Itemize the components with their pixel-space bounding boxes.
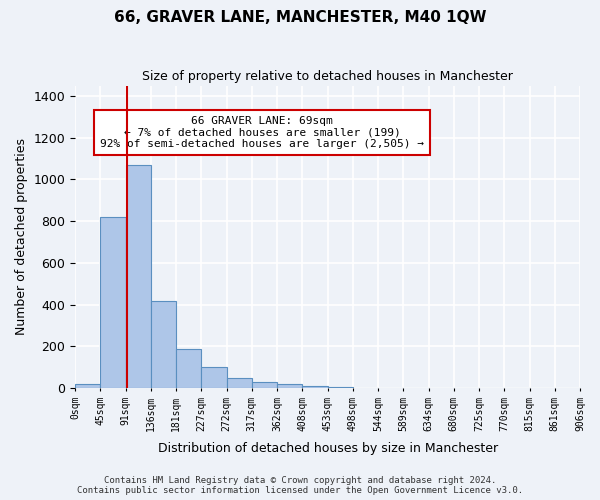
- Bar: [125, 165, 151, 388]
- Bar: [252, 382, 277, 388]
- Bar: [302, 386, 328, 388]
- Text: 66, GRAVER LANE, MANCHESTER, M40 1QW: 66, GRAVER LANE, MANCHESTER, M40 1QW: [114, 10, 486, 25]
- Bar: [227, 378, 252, 388]
- Y-axis label: Number of detached properties: Number of detached properties: [15, 138, 28, 336]
- Bar: [100, 217, 125, 388]
- Text: Contains HM Land Registry data © Crown copyright and database right 2024.
Contai: Contains HM Land Registry data © Crown c…: [77, 476, 523, 495]
- Bar: [277, 384, 302, 388]
- Bar: [176, 350, 202, 388]
- Bar: [328, 387, 353, 388]
- X-axis label: Distribution of detached houses by size in Manchester: Distribution of detached houses by size …: [158, 442, 497, 455]
- Bar: [75, 384, 100, 388]
- Bar: [202, 367, 227, 388]
- Text: 66 GRAVER LANE: 69sqm
← 7% of detached houses are smaller (199)
92% of semi-deta: 66 GRAVER LANE: 69sqm ← 7% of detached h…: [100, 116, 424, 149]
- Title: Size of property relative to detached houses in Manchester: Size of property relative to detached ho…: [142, 70, 513, 83]
- Bar: [151, 302, 176, 388]
